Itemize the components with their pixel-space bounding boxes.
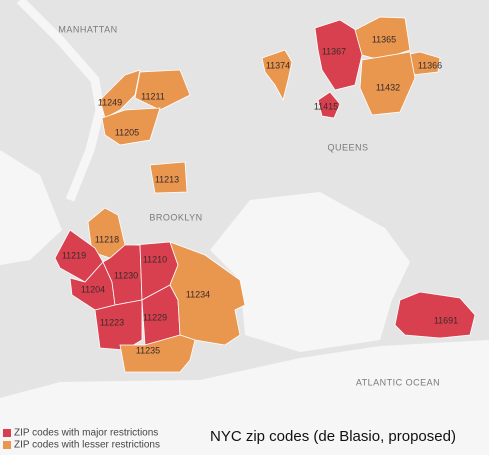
zip-zone — [359, 51, 416, 116]
upper-bay — [0, 150, 62, 265]
jamaica-bay — [210, 192, 410, 352]
zip-zone — [119, 334, 196, 373]
zip-zone — [94, 299, 143, 351]
place-label: ATLANTIC OCEAN — [356, 377, 440, 387]
zip-label: 11211 — [141, 91, 165, 101]
zip-label: 11234 — [186, 289, 210, 299]
zip-label: 11204 — [81, 284, 105, 294]
zip-zone — [149, 161, 188, 194]
zip-zone — [169, 241, 246, 346]
title: NYC zip codes (de Blasio, proposed) — [210, 428, 456, 445]
zip-zone — [101, 107, 161, 146]
legend-swatch — [3, 441, 11, 449]
zip-label: 11219 — [62, 250, 86, 260]
zip-label: 11691 — [434, 315, 458, 325]
zip-zone — [314, 19, 363, 91]
zip-zone — [134, 69, 191, 111]
place-label: BROOKLYN — [149, 212, 202, 222]
zip-label: 11249 — [98, 97, 122, 107]
zip-label: 11223 — [100, 317, 124, 327]
ocean — [0, 340, 489, 455]
zip-label: 11365 — [372, 34, 396, 44]
zip-zone — [394, 291, 476, 339]
east-river — [16, 0, 105, 202]
zip-label: 11235 — [136, 345, 160, 355]
legend-swatch — [3, 429, 11, 437]
zip-label: 11210 — [143, 254, 167, 264]
zip-label: 11432 — [376, 82, 400, 92]
legend-label: ZIP codes with major restrictions — [14, 428, 158, 439]
zip-label: 11415 — [314, 101, 338, 111]
zip-label: 11367 — [322, 46, 346, 56]
zip-label: 11218 — [95, 234, 119, 244]
zip-zone — [261, 49, 293, 102]
legend-label: ZIP codes with lesser restrictions — [14, 440, 160, 451]
place-label: QUEENS — [327, 142, 368, 152]
zip-label: 11230 — [114, 270, 138, 280]
zip-zone — [317, 91, 341, 119]
zip-zone — [354, 16, 411, 61]
zip-label: 11229 — [143, 312, 167, 322]
zip-label: 11213 — [155, 174, 179, 184]
place-label: MANHATTAN — [58, 24, 117, 34]
zip-label: 11366 — [418, 60, 442, 70]
zip-label: 11374 — [266, 60, 290, 70]
zip-label: 11205 — [115, 127, 139, 137]
